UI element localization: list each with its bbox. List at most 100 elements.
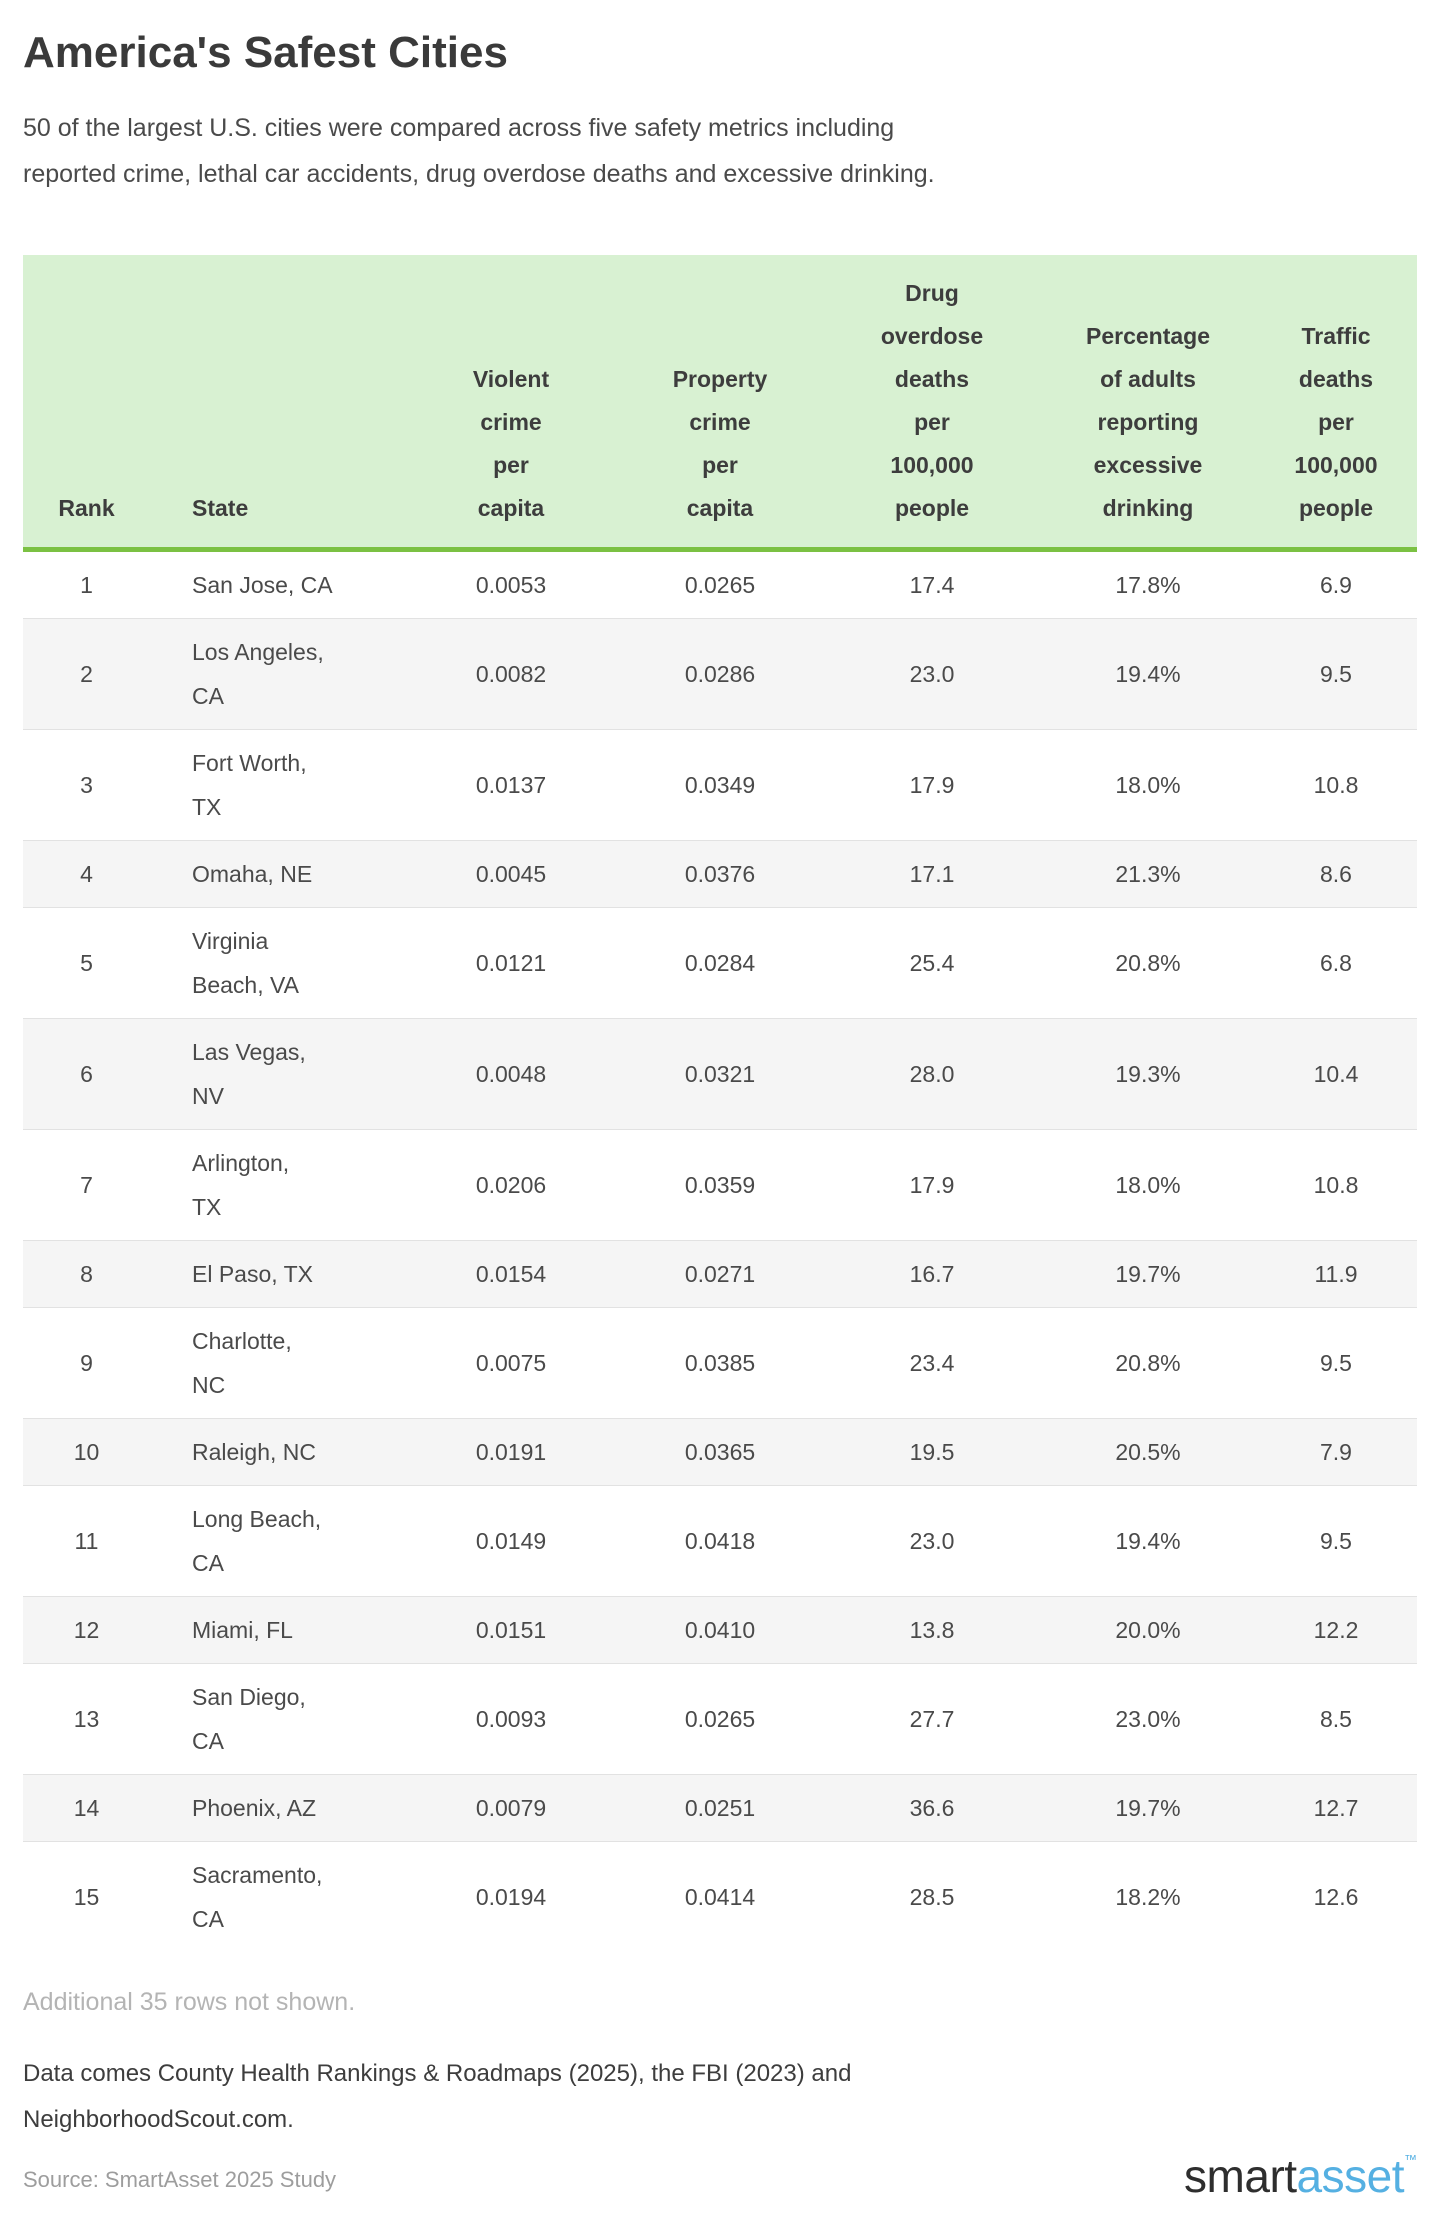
rank-cell: 13: [23, 1662, 150, 1775]
excessive-drinking-cell: 23.0%: [1041, 1662, 1255, 1775]
drug-overdose-cell: 19.5: [823, 1417, 1041, 1486]
rank-cell: 12: [23, 1595, 150, 1664]
logo-text-smart: smart: [1184, 2149, 1297, 2202]
violent-crime-cell: 0.0121: [405, 906, 617, 1019]
violent-crime-cell: 0.0093: [405, 1662, 617, 1775]
table-row: 1 San Jose, CA 0.0053 0.0265 17.4 17.8% …: [23, 549, 1417, 618]
drug-overdose-cell: 28.5: [823, 1840, 1041, 1952]
city-cell: Miami, FL: [150, 1595, 405, 1664]
city-cell: Long Beach, CA: [150, 1484, 405, 1597]
violent-crime-cell: 0.0154: [405, 1239, 617, 1308]
table-row: 15 Sacramento, CA 0.0194 0.0414 28.5 18.…: [23, 1840, 1417, 1952]
table-row: 4 Omaha, NE 0.0045 0.0376 17.1 21.3% 8.6: [23, 839, 1417, 908]
excessive-drinking-cell: 20.5%: [1041, 1417, 1255, 1486]
violent-crime-cell: 0.0151: [405, 1595, 617, 1664]
excessive-drinking-cell: 19.7%: [1041, 1239, 1255, 1308]
excessive-drinking-cell: 18.0%: [1041, 1128, 1255, 1241]
column-header-excessive-drinking: Percentage of adults reporting excessive…: [1041, 254, 1255, 552]
traffic-deaths-cell: 8.6: [1255, 839, 1417, 908]
property-crime-cell: 0.0410: [617, 1595, 823, 1664]
drug-overdose-cell: 17.4: [909, 571, 955, 598]
rank-cell: 14: [23, 1773, 150, 1842]
traffic-deaths-cell: 11.9: [1255, 1239, 1417, 1308]
traffic-deaths-cell: 12.7: [1255, 1773, 1417, 1842]
page-title: America's Safest Cities: [23, 28, 508, 77]
city-cell: Arlington, TX: [150, 1128, 405, 1241]
column-header-violent-crime: Violent crime per capita: [405, 254, 617, 552]
table-row: 8 El Paso, TX 0.0154 0.0271 16.7 19.7% 1…: [23, 1239, 1417, 1308]
city-cell: Phoenix, AZ: [150, 1773, 405, 1842]
traffic-deaths-cell: 9.5: [1255, 1306, 1417, 1419]
traffic-deaths-cell: 6.9: [1320, 571, 1352, 598]
violent-crime-cell: 0.0053: [475, 571, 547, 598]
excessive-drinking-cell: 19.4%: [1041, 1484, 1255, 1597]
rank-cell: 9: [23, 1306, 150, 1419]
drug-overdose-cell: 23.0: [823, 617, 1041, 730]
excessive-drinking-cell: 19.3%: [1041, 1017, 1255, 1130]
rank-cell: 6: [23, 1017, 150, 1130]
excessive-drinking-cell: 20.0%: [1041, 1595, 1255, 1664]
violent-crime-cell: 0.0149: [405, 1484, 617, 1597]
source-credit: Source: SmartAsset 2025 Study: [23, 2166, 337, 2192]
excessive-drinking-cell: 19.4%: [1041, 617, 1255, 730]
table-row: 3 Fort Worth, TX 0.0137 0.0349 17.9 18.0…: [23, 728, 1417, 841]
rank-cell: 5: [23, 906, 150, 1019]
traffic-deaths-cell: 10.8: [1255, 728, 1417, 841]
excessive-drinking-cell: 19.7%: [1041, 1773, 1255, 1842]
property-crime-cell: 0.0414: [617, 1840, 823, 1952]
column-header-state: State: [150, 254, 405, 552]
column-header-property-crime: Property crime per capita: [617, 254, 823, 552]
city-cell: Fort Worth, TX: [150, 728, 405, 841]
table-row: 7 Arlington, TX 0.0206 0.0359 17.9 18.0%…: [23, 1128, 1417, 1241]
rank-cell: 2: [23, 617, 150, 730]
traffic-deaths-cell: 8.5: [1255, 1662, 1417, 1775]
violent-crime-cell: 0.0191: [405, 1417, 617, 1486]
drug-overdose-cell: 36.6: [823, 1773, 1041, 1842]
table-row: 11 Long Beach, CA 0.0149 0.0418 23.0 19.…: [23, 1484, 1417, 1597]
table-header-row: Rank State Violent crime per capita Prop…: [23, 254, 1417, 552]
drug-overdose-cell: 25.4: [823, 906, 1041, 1019]
property-crime-cell: 0.0365: [617, 1417, 823, 1486]
drug-overdose-cell: 17.1: [823, 839, 1041, 908]
table-row: 12 Miami, FL 0.0151 0.0410 13.8 20.0% 12…: [23, 1595, 1417, 1664]
drug-overdose-cell: 27.7: [823, 1662, 1041, 1775]
property-crime-cell: 0.0284: [617, 906, 823, 1019]
traffic-deaths-cell: 12.6: [1255, 1840, 1417, 1952]
table-row: 9 Charlotte, NC 0.0075 0.0385 23.4 20.8%…: [23, 1306, 1417, 1419]
city-cell: Raleigh, NC: [150, 1417, 405, 1486]
traffic-deaths-cell: 9.5: [1255, 617, 1417, 730]
traffic-deaths-cell: 12.2: [1255, 1595, 1417, 1664]
excessive-drinking-cell: 17.8%: [1115, 571, 1181, 598]
rank-cell: 10: [23, 1417, 150, 1486]
rank-cell: 4: [23, 839, 150, 908]
table-row: 2 Los Angeles, CA 0.0082 0.0286 23.0 19.…: [23, 617, 1417, 730]
violent-crime-cell: 0.0194: [405, 1840, 617, 1952]
safest-cities-table: Rank State Violent crime per capita Prop…: [23, 254, 1417, 1952]
drug-overdose-cell: 13.8: [823, 1595, 1041, 1664]
drug-overdose-cell: 17.9: [823, 1128, 1041, 1241]
smartasset-logo: smartasset™: [1184, 2153, 1417, 2199]
property-crime-cell: 0.0359: [617, 1128, 823, 1241]
rank-cell: 11: [23, 1484, 150, 1597]
footer: Source: SmartAsset 2025 Study smartasset…: [23, 2153, 1417, 2199]
rank-cell: 15: [23, 1840, 150, 1952]
property-crime-cell: 0.0376: [617, 839, 823, 908]
city-cell: Virginia Beach, VA: [150, 906, 405, 1019]
property-crime-cell: 0.0385: [617, 1306, 823, 1419]
traffic-deaths-cell: 10.8: [1255, 1128, 1417, 1241]
rank-cell: 8: [23, 1239, 150, 1308]
traffic-deaths-cell: 6.8: [1255, 906, 1417, 1019]
traffic-deaths-cell: 7.9: [1255, 1417, 1417, 1486]
drug-overdose-cell: 16.7: [823, 1239, 1041, 1308]
column-header-rank: Rank: [23, 254, 150, 552]
property-crime-cell: 0.0418: [617, 1484, 823, 1597]
excessive-drinking-cell: 18.0%: [1041, 728, 1255, 841]
property-crime-cell: 0.0251: [617, 1773, 823, 1842]
property-crime-cell: 0.0349: [617, 728, 823, 841]
city-cell: Omaha, NE: [150, 839, 405, 908]
violent-crime-cell: 0.0045: [405, 839, 617, 908]
city-cell: El Paso, TX: [150, 1239, 405, 1308]
city-cell: San Jose, CA: [192, 571, 333, 598]
excessive-drinking-cell: 20.8%: [1041, 1306, 1255, 1419]
